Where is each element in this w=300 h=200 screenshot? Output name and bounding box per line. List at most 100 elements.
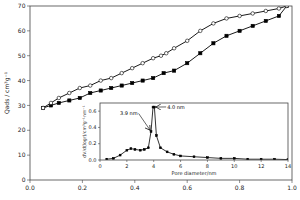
data-point [173,153,175,155]
x-tick [292,180,293,183]
data-point [126,149,128,151]
x-tick-label: 12 [258,163,264,169]
data-point [173,69,176,72]
y-tick [27,130,30,131]
y-tick-label: 60 [18,27,26,34]
data-point [130,148,132,150]
y-tick [27,55,30,56]
data-point [160,147,162,149]
x-axis-label: Pore diameter/nm [172,170,217,176]
data-point [110,86,113,89]
x-tick-label: 0.2 [78,184,88,191]
data-point [68,99,71,102]
chart-0: 0.00.20.40.60.81.0010203040506070Qads / … [3,2,297,191]
data-point [277,7,281,11]
data-point [164,51,168,55]
y-tick-label: 0 [22,176,26,183]
x-tick-label: 2 [125,163,128,169]
data-point [151,56,155,60]
data-point [119,154,121,156]
data-point [193,156,195,158]
data-point [233,157,235,159]
x-tick [126,160,127,162]
y-axis-label: dV/d(logr)/cm³g⁻¹nm⁻¹ [82,105,87,157]
data-group [106,106,288,160]
data-point [152,76,155,79]
data-point [264,19,267,22]
data-point [180,155,182,157]
y-tick [27,30,30,31]
y-tick [98,111,100,112]
data-point [99,89,102,92]
x-tick-label: 14 [285,163,291,169]
data-point [109,76,113,80]
x-tick-label: 0.0 [25,184,35,191]
plot-frame [100,103,288,160]
data-point [42,106,45,109]
data-point [207,157,209,159]
x-tick-label: 0.4 [130,184,140,191]
y-tick-label: 30 [18,102,26,109]
data-point [199,29,203,33]
data-point [220,157,222,159]
y-tick [98,127,100,128]
x-tick [234,160,235,162]
data-point [89,84,93,88]
plot-background [30,6,292,180]
y-tick-label: 0.0 [89,157,97,163]
data-point [139,149,141,151]
chart: 0.00.20.40.60.81.0010203040506070Qads / … [0,0,300,200]
data-point [150,131,152,133]
annotation-text: 4.0 nm [167,104,185,110]
y-tick [27,105,30,106]
y-tick [27,155,30,156]
data-point [162,72,165,75]
x-tick [207,160,208,162]
data-group [41,6,288,110]
data-point [41,106,45,110]
data-point [172,46,176,50]
data-point [78,96,81,99]
data-point [89,91,92,94]
x-tick [30,180,31,183]
y-tick-label: 50 [18,52,26,59]
y-tick-label: 0.4 [89,124,97,130]
data-point [131,81,134,84]
data-point [225,34,228,37]
y-tick-label: 0.2 [89,140,97,146]
chart-1: 024681012140.00.20.40.6Pore diameter/nmd… [82,103,291,176]
plot-background [100,103,288,160]
x-tick [180,160,181,162]
annotation-arrow [139,113,151,130]
plot-frame [30,6,292,180]
data-point [199,52,202,55]
x-tick-label: 0.6 [182,184,192,191]
data-point [277,14,280,17]
data-point [185,39,189,43]
data-point [159,54,163,58]
data-point [264,9,268,13]
data-point [99,79,103,83]
data-point [68,91,72,95]
y-axis-label: Qads / cm³g⁻¹ [3,71,11,114]
x-tick [82,180,83,183]
data-point [251,12,255,16]
data-point [141,61,145,65]
x-tick [153,160,154,162]
data-point [49,101,53,105]
x-tick-label: 4 [152,163,155,169]
x-tick [261,160,262,162]
data-point [130,66,134,70]
data-point [57,101,60,104]
x-tick-label: 1.0 [287,184,297,191]
x-tick [288,160,289,162]
data-point [147,147,149,149]
data-point [166,151,168,153]
x-tick-label: 0.8 [235,184,245,191]
y-tick-label: 70 [18,2,26,9]
data-point [186,62,189,65]
y-tick [98,143,100,144]
x-tick [239,180,240,183]
data-point [238,29,241,32]
data-point [57,96,61,100]
